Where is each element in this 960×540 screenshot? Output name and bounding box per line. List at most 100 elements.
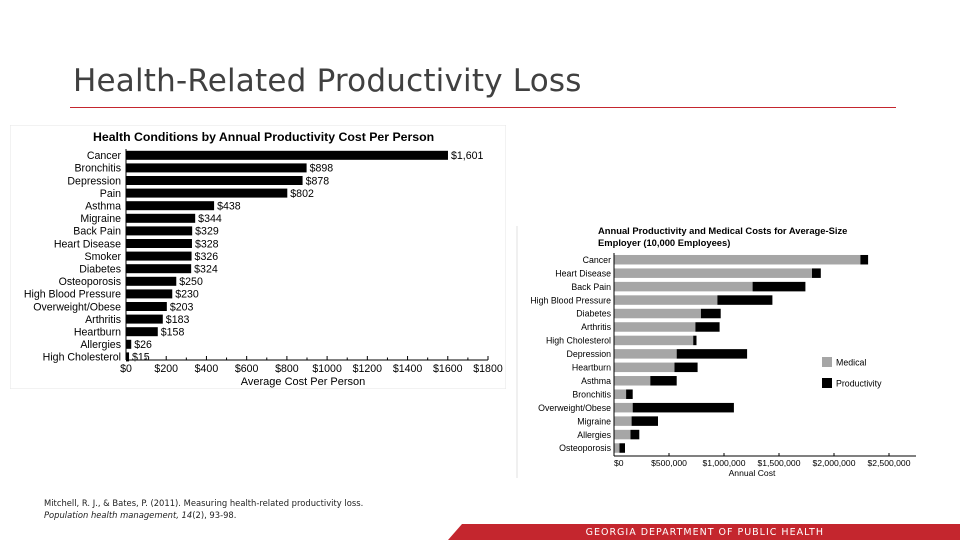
chart2-category-label-high-blood-pressure: High Blood Pressure [530,295,611,305]
chart1-bar-heartburn [126,327,158,337]
chart1-x-tick-label: $0 [120,363,132,375]
chart2-bar-productivity-overweight-obese [632,402,734,413]
chart2-category-label-migraine: Migraine [577,416,611,426]
chart2-category-label-cancer: Cancer [583,255,611,265]
chart2-category-label-arthritis: Arthritis [581,322,611,332]
chart1-category-label-high-cholesterol: High Cholesterol [43,352,121,364]
chart1-data-label-pain: $802 [290,188,314,200]
chart1-x-tick-label: $400 [195,363,219,375]
chart1-category-label-heart-disease: Heart Disease [54,238,121,250]
chart2-bar-medical-heartburn [614,362,675,373]
chart1-bar-bronchitis [126,163,307,173]
chart2-bar-productivity-high-blood-pressure [717,295,773,305]
chart1-x-tick-label: $200 [154,363,178,375]
citation-authors-title: Mitchell, R. J., & Bates, P. (2011). Mea… [44,498,364,508]
chart1-x-tick-label: $1200 [353,363,383,375]
chart2-legend-label-medical: Medical [836,358,866,368]
chart2-legend-swatch-productivity [822,378,832,388]
chart1-bar-high-blood-pressure [126,289,173,299]
chart1-x-tick-label: $1400 [393,363,423,375]
footer-agency-name: GEORGIA DEPARTMENT OF PUBLIC HEALTH [585,527,824,538]
chart2-category-label-overweight-obese: Overweight/Obese [538,403,611,413]
chart1-bar-smoker [126,251,192,261]
chart1-category-label-allergies: Allergies [80,339,121,351]
chart1-category-label-depression: Depression [67,175,121,187]
chart2-bar-productivity-depression [676,349,748,359]
chart1-category-label-bronchitis: Bronchitis [74,163,121,175]
chart2-bar-productivity-heartburn [674,362,698,373]
chart1-category-label-smoker: Smoker [85,251,122,263]
chart2-bar-productivity-diabetes [700,308,721,319]
chart2-bar-productivity-osteoporosis [619,443,625,453]
chart2-x-tick-label: $500,000 [651,458,687,468]
chart2-category-label-bronchitis: Bronchitis [572,389,611,399]
chart1-data-label-heartburn: $158 [161,327,185,339]
chart2-bar-medical-depression [614,349,677,359]
footer-band [448,524,960,540]
chart2-bar-medical-allergies [614,429,631,440]
chart2-bar-productivity-allergies [630,429,640,440]
chart1-category-label-osteoporosis: Osteoporosis [59,276,121,288]
chart1-data-label-back-pain: $329 [195,226,219,238]
chart2-title-line1: Annual Productivity and Medical Costs fo… [598,225,847,236]
chart1-data-label-heart-disease: $328 [195,238,219,250]
chart2-bar-medical-bronchitis [614,389,627,399]
chart1-category-label-high-blood-pressure: High Blood Pressure [24,289,121,301]
chart1-category-label-arthritis: Arthritis [85,314,121,326]
chart1-bar-overweight-obese [126,302,167,311]
chart2-category-label-heart-disease: Heart Disease [555,268,611,278]
chart2-category-label-asthma: Asthma [581,376,611,386]
chart2-bar-productivity-arthritis [695,322,720,332]
chart1-category-label-heartburn: Heartburn [74,327,121,339]
chart2-category-label-osteoporosis: Osteoporosis [559,443,611,453]
chart2-category-label-allergies: Allergies [577,430,611,440]
employer-annual-costs-chart: Annual Productivity and Medical Costs fo… [516,225,916,478]
citation-journal: Population health management, 14 [44,510,193,520]
chart1-bar-allergies [126,339,132,349]
chart1-bar-osteoporosis [126,276,177,286]
chart1-bar-pain [126,188,288,198]
chart1-data-label-depression: $878 [306,175,330,187]
chart1-x-tick-label: $800 [275,363,299,375]
citation-issue-pages: (2), 93-98. [192,510,237,520]
chart2-category-label-diabetes: Diabetes [576,309,611,319]
chart2-category-label-depression: Depression [567,349,612,359]
chart2-legend-swatch-medical [822,357,832,367]
chart1-data-label-cancer: $1,601 [451,150,484,162]
citation: Mitchell, R. J., & Bates, P. (2011). Mea… [44,497,384,521]
chart1-category-label-pain: Pain [100,188,121,200]
chart1-category-label-diabetes: Diabetes [79,264,121,276]
chart1-x-tick-label: $600 [235,363,259,375]
chart1-bar-high-cholesterol [126,352,130,362]
chart1-bar-migraine [126,213,196,223]
chart2-legend-label-productivity: Productivity [836,379,882,389]
chart1-x-tick-label: $1000 [312,363,342,375]
chart1-category-label-back-pain: Back Pain [73,226,121,238]
chart1-x-axis-label: Average Cost Per Person [241,376,366,388]
title-divider [70,107,896,108]
chart2-bar-medical-high-blood-pressure [614,295,718,305]
chart2-bar-medical-heart-disease [614,268,812,278]
chart2-category-label-back-pain: Back Pain [571,282,611,292]
chart1-x-tick-label: $1800 [473,363,503,375]
chart2-bar-productivity-asthma [650,376,677,386]
chart2-bar-medical-back-pain [614,281,753,292]
chart2-bar-productivity-cancer [860,254,869,265]
chart2-category-label-heartburn: Heartburn [572,363,611,373]
chart1-category-label-cancer: Cancer [87,150,122,162]
chart1-bar-diabetes [126,264,192,274]
chart2-bar-medical-overweight-obese [614,402,633,413]
chart1-data-label-high-cholesterol: $15 [132,352,150,364]
slide-title: Health-Related Productivity Loss [73,63,582,99]
chart1-data-label-migraine: $344 [198,213,222,225]
chart2-x-tick-label: $1,000,000 [702,458,745,468]
chart2-bar-productivity-migraine [631,416,658,426]
chart1-bar-asthma [126,201,215,211]
chart2-bar-productivity-heart-disease [812,268,821,278]
chart1-data-label-osteoporosis: $250 [179,276,203,288]
chart1-data-label-asthma: $438 [217,201,241,213]
chart1-category-label-overweight-obese: Overweight/Obese [33,301,121,313]
chart1-bar-depression [126,176,303,185]
chart1-category-label-asthma: Asthma [85,201,121,213]
chart1-bar-cancer [126,150,448,160]
